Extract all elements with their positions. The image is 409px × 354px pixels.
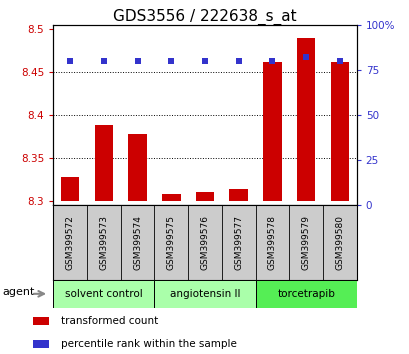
Bar: [195, 193, 214, 201]
Text: GSM399572: GSM399572: [65, 215, 74, 270]
Text: GSM399574: GSM399574: [133, 215, 142, 270]
Point: [268, 58, 275, 64]
Text: GSM399573: GSM399573: [99, 215, 108, 270]
Bar: [229, 189, 247, 201]
Bar: [330, 62, 348, 201]
Bar: [162, 194, 180, 201]
Bar: [296, 38, 315, 201]
Point: [168, 58, 174, 64]
Bar: [33, 317, 49, 325]
Bar: [154, 280, 255, 308]
Point: [235, 58, 241, 64]
Text: transformed count: transformed count: [61, 316, 158, 326]
Text: percentile rank within the sample: percentile rank within the sample: [61, 339, 237, 349]
Bar: [255, 280, 356, 308]
Point: [100, 58, 107, 64]
Point: [201, 58, 208, 64]
Text: torcetrapib: torcetrapib: [276, 289, 334, 299]
Text: GSM399577: GSM399577: [234, 215, 243, 270]
Point: [134, 58, 141, 64]
Title: GDS3556 / 222638_s_at: GDS3556 / 222638_s_at: [113, 8, 296, 25]
Text: GSM399579: GSM399579: [301, 215, 310, 270]
Text: GSM399576: GSM399576: [200, 215, 209, 270]
Text: angiotensin II: angiotensin II: [169, 289, 240, 299]
Bar: [94, 125, 113, 201]
Point: [67, 58, 73, 64]
Bar: [263, 62, 281, 201]
Text: agent: agent: [3, 287, 35, 297]
Text: solvent control: solvent control: [65, 289, 142, 299]
Point: [302, 55, 309, 60]
Text: GSM399580: GSM399580: [335, 215, 344, 270]
Bar: [53, 280, 154, 308]
Bar: [33, 340, 49, 348]
Text: GSM399575: GSM399575: [166, 215, 175, 270]
Point: [336, 58, 342, 64]
Bar: [128, 134, 146, 201]
Bar: [61, 177, 79, 201]
Text: GSM399578: GSM399578: [267, 215, 276, 270]
